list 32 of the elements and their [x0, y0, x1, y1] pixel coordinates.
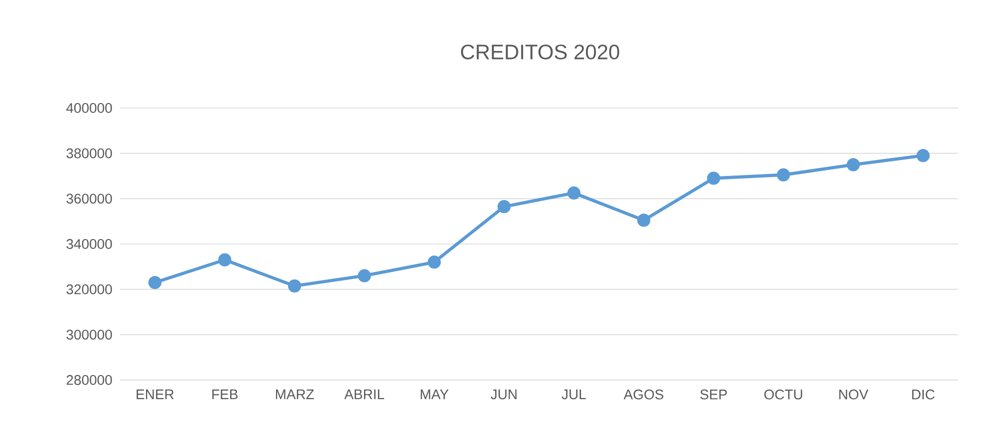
point: [358, 269, 371, 282]
x-tick-label: JUL: [562, 390, 586, 400]
point: [428, 256, 441, 269]
y-tick-label: 340000: [66, 239, 112, 249]
point: [288, 279, 302, 293]
y-tick-label: 360000: [66, 194, 112, 204]
point: [148, 276, 162, 290]
point: [637, 214, 650, 227]
point: [498, 200, 511, 214]
point: [567, 186, 580, 200]
point: [776, 168, 790, 182]
x-tick-label: FEB: [212, 390, 238, 400]
y-tick-label: 320000: [66, 284, 112, 294]
x-tick-label: MAY: [420, 390, 449, 400]
y-tick-label: 280000: [66, 375, 112, 385]
x-tick-label: DIC: [912, 390, 935, 400]
x-tick-label: MARZ: [276, 390, 314, 400]
y-tick-label: 380000: [66, 148, 112, 158]
point: [846, 158, 860, 172]
point: [707, 172, 720, 185]
x-tick-label: NOV: [839, 390, 868, 400]
chart-title: CREDITOS 2020: [461, 44, 620, 60]
x-tick-label: JUN: [490, 390, 517, 400]
point: [218, 253, 232, 266]
y-tick-label: 300000: [66, 330, 112, 340]
y-tick-label: 400000: [66, 103, 112, 113]
x-tick-label: AGOS: [624, 390, 664, 400]
point: [916, 149, 930, 162]
x-tick-label: OCTU: [764, 390, 802, 400]
x-tick-label: SEP: [700, 390, 727, 400]
x-tick-label: ABRIL: [344, 390, 384, 400]
x-tick-label: ENER: [136, 390, 174, 400]
